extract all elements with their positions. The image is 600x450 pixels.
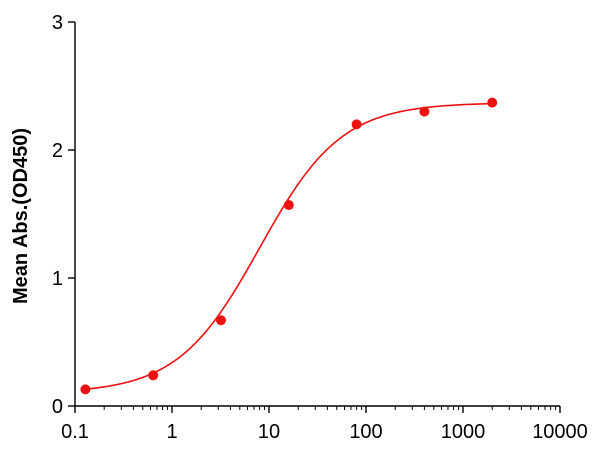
data-point bbox=[351, 119, 362, 130]
x-tick-label: 1 bbox=[166, 421, 177, 443]
x-tick-label: 0.1 bbox=[61, 421, 89, 443]
fit-curve bbox=[85, 102, 493, 390]
x-tick-label: 10 bbox=[258, 421, 280, 443]
y-axis: 0 1 2 3 bbox=[52, 12, 76, 418]
plot-area bbox=[80, 97, 498, 395]
data-point bbox=[148, 370, 159, 381]
y-tick-label: 0 bbox=[52, 396, 63, 418]
y-tick-label: 2 bbox=[52, 140, 63, 162]
y-tick-label: 1 bbox=[52, 268, 63, 290]
data-point bbox=[80, 384, 91, 395]
data-point bbox=[487, 97, 498, 108]
data-point bbox=[215, 315, 226, 326]
y-tick-label: 3 bbox=[52, 12, 63, 34]
y-axis-title: Mean Abs.(OD450) bbox=[10, 128, 32, 304]
x-tick-label: 1000 bbox=[441, 421, 486, 443]
x-tick-label: 100 bbox=[349, 421, 382, 443]
x-tick-label: 10000 bbox=[532, 421, 588, 443]
x-axis: 0.1 1 10 100 1000 10000 bbox=[61, 405, 588, 443]
data-point bbox=[283, 200, 294, 211]
data-point bbox=[419, 106, 430, 117]
